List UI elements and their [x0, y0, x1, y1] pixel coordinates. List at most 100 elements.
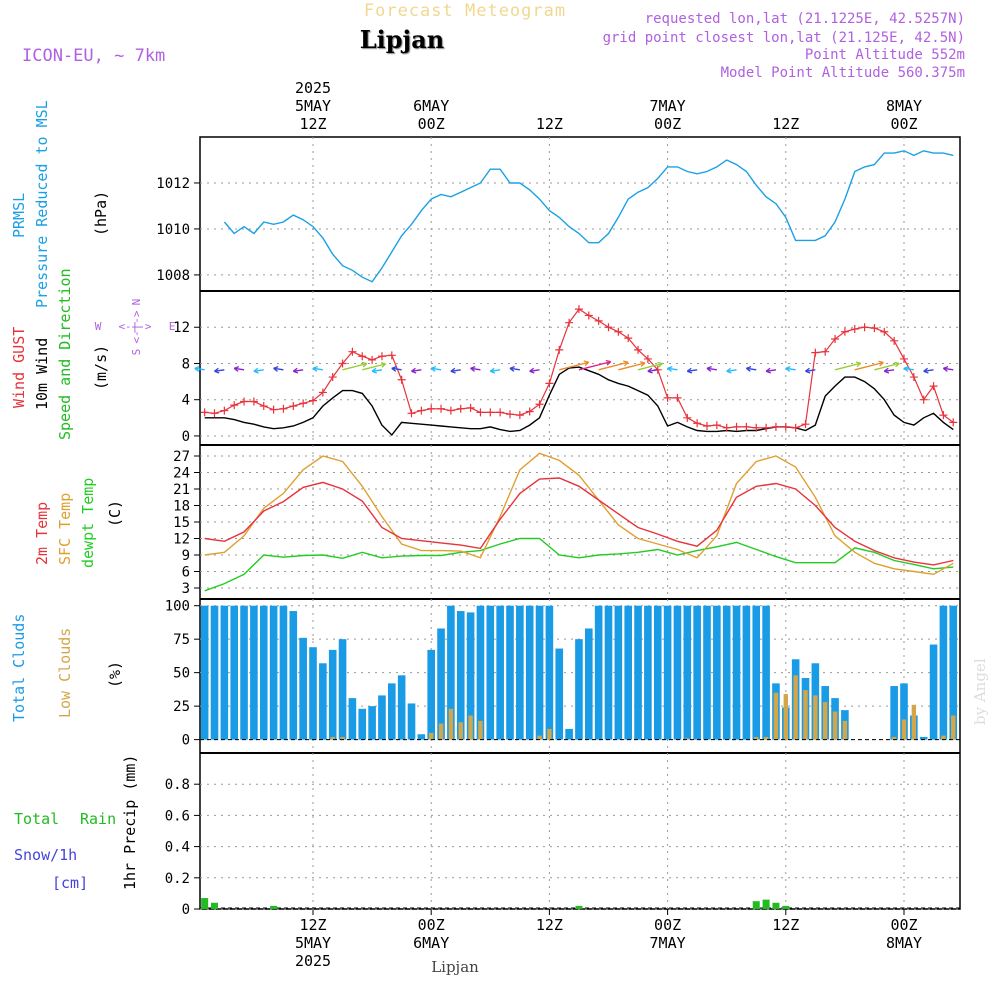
wind-arrow: [450, 369, 461, 372]
wind-arrow-head: [450, 367, 456, 374]
total-cloud-bar: [516, 605, 524, 740]
cloud-unit: (%): [106, 661, 124, 688]
wind-arrow-head: [855, 361, 862, 368]
total-cloud-bar: [210, 605, 219, 740]
wind-arrow-head: [657, 361, 663, 368]
gust-marker: [437, 404, 446, 413]
y-tick-label: 50: [173, 666, 190, 682]
gust-marker: [338, 359, 347, 368]
low-cloud-bar: [468, 715, 473, 740]
gust-marker: [289, 402, 298, 411]
total-cloud-bar: [319, 663, 327, 740]
gust-marker: [387, 351, 396, 360]
wind-arrow: [578, 361, 611, 371]
wind-arrow: [509, 367, 520, 371]
time-label: 00Z: [654, 115, 681, 133]
low-cloud-bar: [340, 736, 345, 740]
temp-dewpt-label: dewpt Temp: [79, 478, 97, 568]
wind-arrow: [765, 369, 777, 372]
gust-marker: [634, 345, 643, 354]
location-title: Lipjan: [360, 25, 444, 54]
gust-marker: [220, 406, 229, 415]
y-tick-label: 0.6: [165, 808, 190, 824]
wind-arrow: [273, 367, 284, 371]
gust-marker: [604, 323, 613, 332]
gust-marker: [249, 397, 258, 406]
wind-arrow-head: [639, 361, 646, 367]
gust-marker: [840, 327, 849, 336]
total-label: Total: [14, 810, 59, 828]
credit-watermark: by Angel: [971, 658, 989, 725]
wind-arrow-head: [623, 360, 629, 367]
wind-speed-dir-label: Speed and Direction: [56, 268, 74, 440]
gust-marker: [240, 397, 249, 406]
gust-marker: [515, 411, 524, 420]
time-label: 6MAY: [413, 97, 449, 115]
low-cloud-bar: [458, 722, 463, 740]
time-label: 00Z: [418, 916, 445, 934]
wind-arrow: [194, 367, 205, 371]
total-cloud-bar: [328, 649, 337, 740]
gust-marker: [909, 373, 918, 382]
time-label: 7MAY: [650, 97, 686, 115]
wind-arrow: [431, 367, 442, 371]
wind-arrow: [391, 367, 402, 371]
gust-marker: [269, 405, 278, 414]
wind-arrow-head: [883, 367, 890, 374]
gust-marker: [850, 325, 859, 334]
sfc-temp-line: [204, 452, 954, 576]
wind-arrow: [687, 369, 698, 372]
y-tick-label: 12: [173, 532, 190, 548]
rain-bar: [201, 898, 209, 909]
precip-unit: 1hr Precip (mm): [121, 755, 139, 890]
wind-arrow: [923, 369, 934, 372]
gust-marker: [939, 411, 948, 420]
total-cloud-bar: [447, 605, 455, 740]
low-clouds-label: Low Clouds: [56, 628, 74, 718]
gust-marker: [397, 375, 406, 384]
wind-arrow: [214, 369, 225, 372]
wind-arrow-head: [894, 361, 900, 368]
temperature-panel: [204, 452, 954, 592]
y-tick-label: 12: [173, 320, 190, 336]
wind-arrow-head: [292, 367, 299, 374]
wind-arrow: [312, 367, 323, 371]
precip-labels: Total Rain Snow/1h [cm] 1hr Precip (mm): [14, 755, 139, 892]
gust-marker: [279, 404, 288, 413]
wind-arrow-head: [489, 367, 496, 374]
gust-marker: [919, 395, 928, 404]
gust-marker: [693, 419, 702, 428]
wind-arrow-head: [470, 365, 476, 372]
total-cloud-bar: [506, 605, 514, 740]
wind-gust-label: Wind GUST: [10, 327, 28, 408]
y-tick-label: 3: [182, 581, 190, 597]
wind-arrow-head: [923, 367, 929, 374]
low-cloud-bar: [832, 711, 838, 740]
temp-labels: 2m Temp SFC Temp dewpt Temp (C): [33, 478, 124, 568]
low-cloud-bar: [448, 708, 454, 740]
gust-marker: [368, 355, 377, 364]
gust-marker: [781, 422, 790, 431]
wind-labels: Wind GUST 10m Wind Speed and Direction (…: [10, 268, 175, 440]
y-tick-label: 1008: [156, 268, 190, 284]
total-cloud-bar: [407, 703, 416, 740]
total-cloud-bar: [565, 728, 573, 740]
wind-arrow: [874, 362, 900, 371]
total-cloud-bar: [949, 605, 958, 740]
wind-arrow: [618, 362, 646, 371]
gust-marker: [574, 305, 583, 314]
total-cloud-bar: [604, 605, 613, 740]
gust-marker: [210, 409, 219, 418]
gust-marker: [446, 406, 455, 415]
low-cloud-bar: [773, 692, 779, 740]
y-tick-label: 6: [182, 565, 190, 581]
y-tick-label: 75: [173, 632, 190, 648]
wind-10m-line: [204, 366, 954, 437]
wind-arrow: [362, 363, 386, 371]
y-tick-label: 1012: [156, 176, 190, 192]
total-cloud-bar: [417, 734, 426, 740]
gust-marker: [328, 373, 337, 382]
gust-marker: [486, 408, 495, 417]
